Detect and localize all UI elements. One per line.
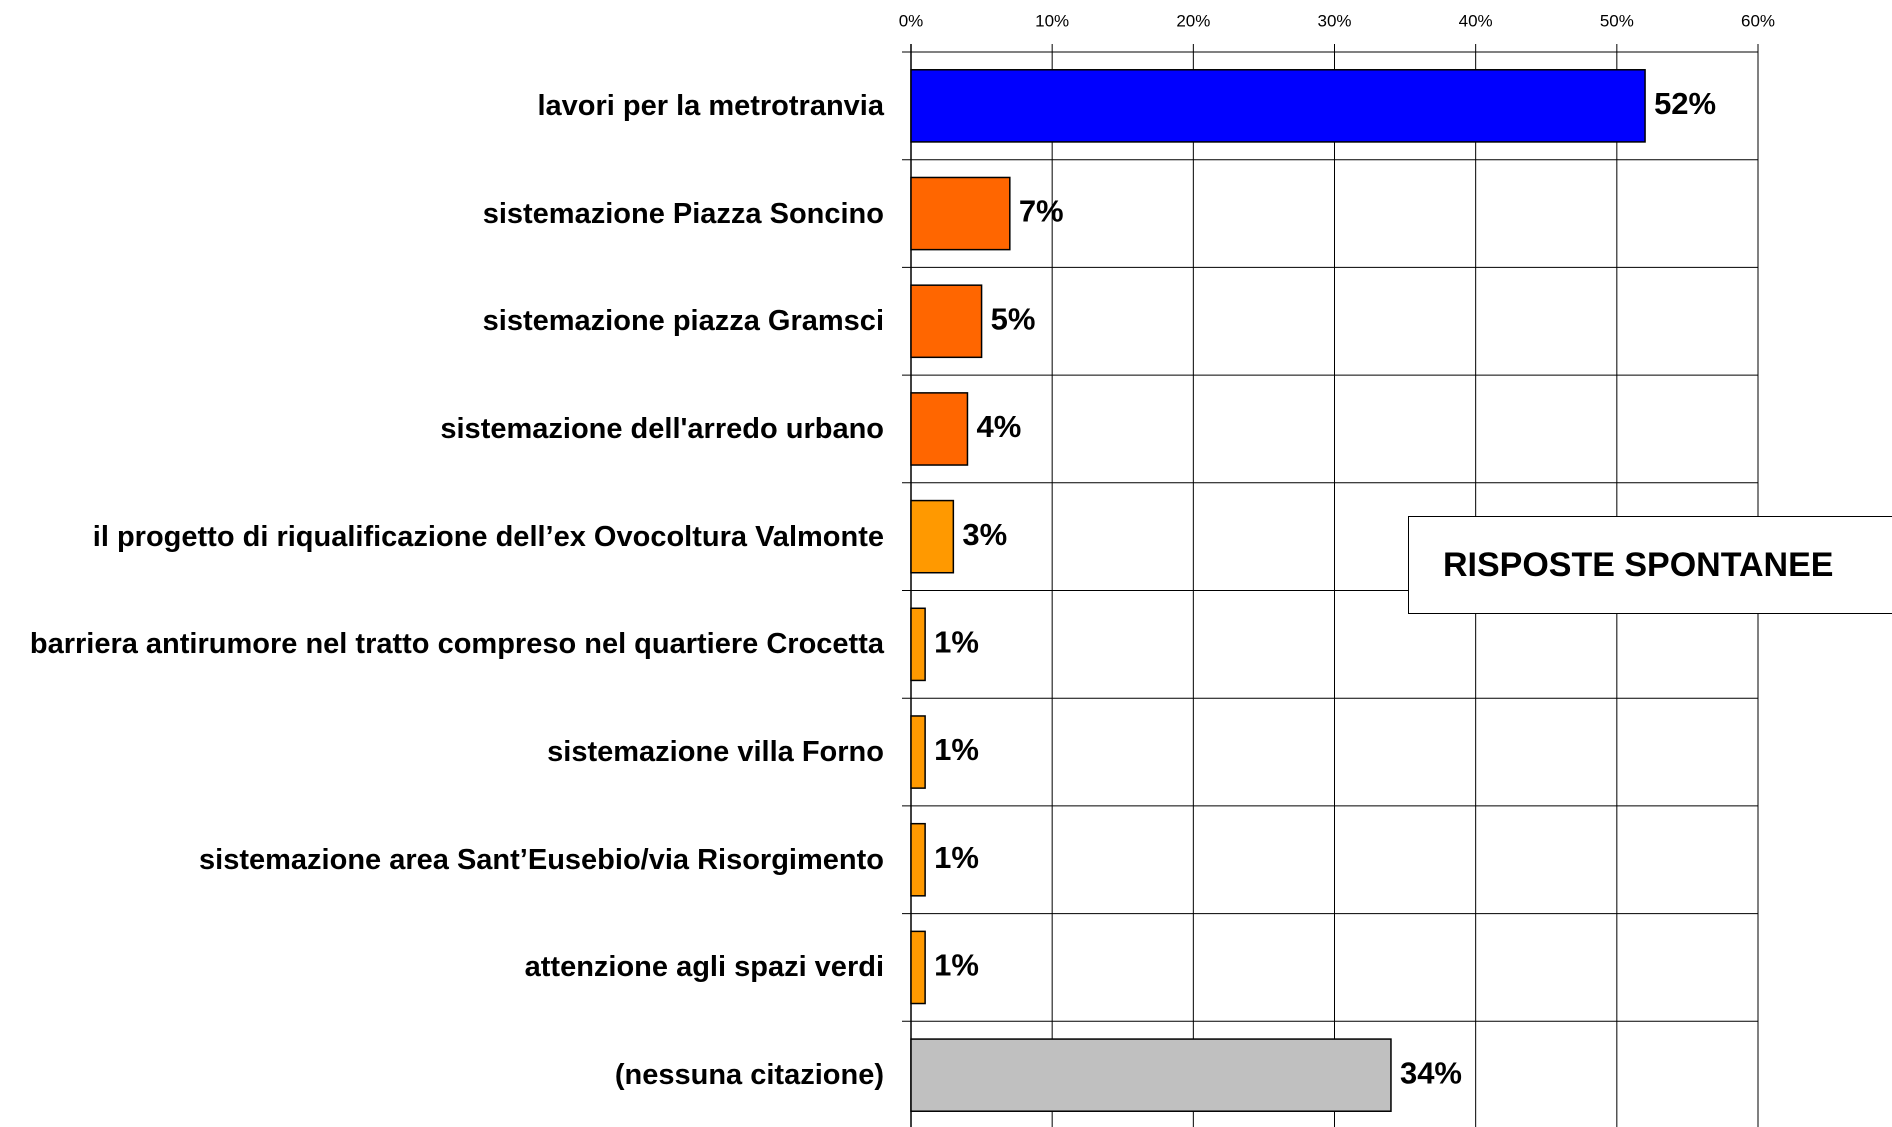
category-label: (nessuna citazione) [614,1059,884,1092]
category-label: sistemazione area Sant’Eusebio/via Risor… [199,843,884,876]
category-label-box: sistemazione Piazza Soncino [4,193,884,235]
x-tick-label: 20% [1176,11,1210,30]
x-tick-label: 10% [1035,11,1069,30]
category-label-box: sistemazione piazza Gramsci [4,300,884,342]
category-label: attenzione agli spazi verdi [524,951,884,984]
category-label: sistemazione dell'arredo urbano [440,412,884,445]
category-label: il progetto di riqualificazione dell’ex … [92,520,884,553]
value-label: 34% [1400,1055,1462,1090]
x-tick-label: 60% [1741,11,1775,30]
category-label: barriera antirumore nel tratto compreso … [29,628,884,661]
bar [910,822,926,897]
value-label: 4% [976,409,1021,444]
bar [910,1038,1392,1112]
bar [910,69,1646,143]
category-label-box: sistemazione dell'arredo urbano [4,408,884,450]
category-label-box: il progetto di riqualificazione dell’ex … [4,516,884,558]
value-label: 1% [934,732,979,767]
category-label-box: barriera antirumore nel tratto compreso … [4,623,884,665]
bar [910,284,983,359]
value-label: 5% [991,301,1036,336]
value-label: 3% [962,517,1007,552]
category-label: sistemazione piazza Gramsci [482,305,884,338]
bar [910,499,955,574]
category-label-box: lavori per la metrotranvia [4,85,884,127]
value-label: 1% [934,625,979,660]
category-label-box: sistemazione area Sant’Eusebio/via Risor… [4,839,884,881]
bar [910,715,926,789]
x-tick-label: 0% [899,11,924,30]
annotation: RISPOSTE SPONTANEE [1408,516,1892,614]
value-label: 1% [934,948,979,983]
bar [910,930,926,1005]
value-label: 1% [934,840,979,875]
x-tick-label: 40% [1459,11,1493,30]
x-tick-label: 30% [1317,11,1351,30]
category-label: sistemazione villa Forno [547,736,884,769]
value-label: 52% [1654,86,1716,121]
category-label-box: attenzione agli spazi verdi [4,946,884,988]
category-label-box: (nessuna citazione) [4,1054,884,1096]
bar [910,392,969,466]
x-tick-label: 50% [1600,11,1634,30]
value-label: 7% [1019,194,1064,229]
category-label-box: sistemazione villa Forno [4,731,884,773]
category-label: lavori per la metrotranvia [537,89,884,122]
bar [910,176,1011,251]
bar [910,607,926,682]
category-label: sistemazione Piazza Soncino [482,197,884,230]
